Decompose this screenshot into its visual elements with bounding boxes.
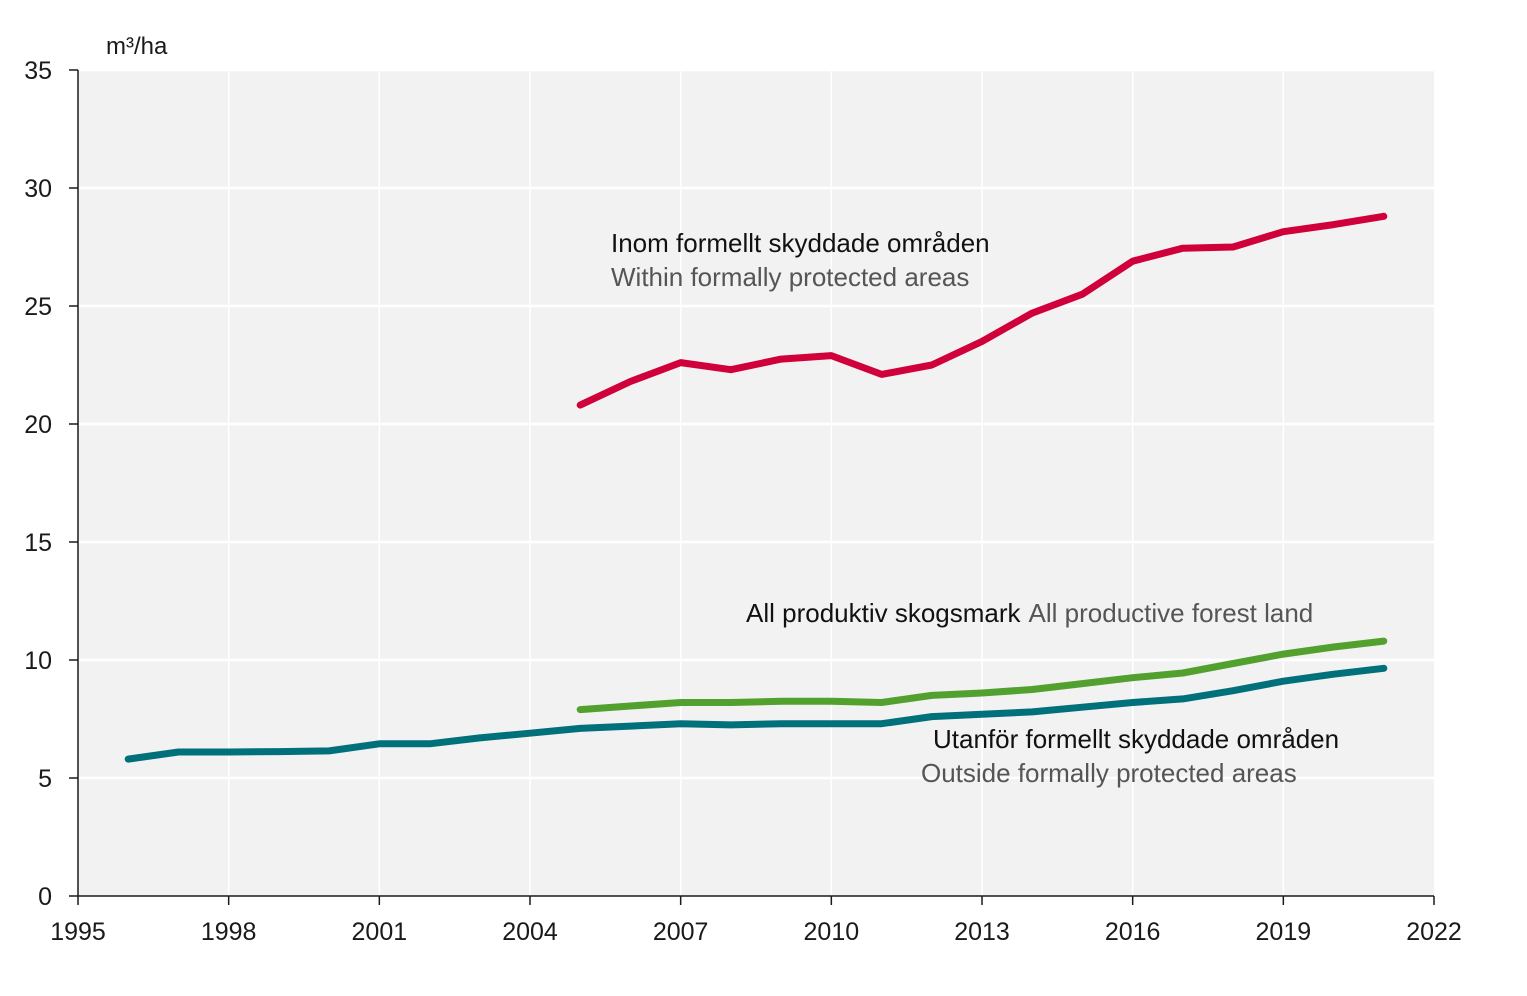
x-tick-label: 1995 bbox=[50, 918, 106, 946]
annotation-all-en: All productive forest land bbox=[1029, 598, 1314, 628]
x-tick-label: 2010 bbox=[804, 918, 860, 946]
y-tick-label: 0 bbox=[38, 883, 52, 911]
y-tick-label: 15 bbox=[24, 529, 52, 557]
x-tick-label: 2016 bbox=[1105, 918, 1161, 946]
plot-background bbox=[78, 70, 1434, 896]
y-tick-label: 5 bbox=[38, 765, 52, 793]
series-line-outside bbox=[124, 664, 1388, 763]
x-tick-label: 2019 bbox=[1256, 918, 1312, 946]
x-axis-ticks: 1995 1998 2001 2004 2007 2010 2013 2016 2019 2022 bbox=[50, 896, 1462, 946]
x-tick-label: 2004 bbox=[502, 918, 558, 946]
annotation-outside-en: Outside formally protected areas bbox=[921, 758, 1297, 788]
x-tick-label: 2022 bbox=[1406, 918, 1462, 946]
y-axis-unit-label: m³/ha bbox=[106, 33, 168, 60]
y-axis-ticks: 0 5 10 15 20 25 30 35 bbox=[24, 57, 78, 911]
annotation-within-sv: Inom formellt skyddade områden bbox=[611, 228, 990, 258]
x-tick-label: 2007 bbox=[653, 918, 709, 946]
annotation-all-sv: All produktiv skogsmark bbox=[746, 598, 1022, 628]
x-tick-label: 1998 bbox=[201, 918, 257, 946]
series-line-all bbox=[576, 637, 1388, 714]
y-tick-label: 35 bbox=[24, 57, 52, 85]
x-tick-label: 2001 bbox=[352, 918, 408, 946]
annotation-outside-sv: Utanför formellt skyddade områden bbox=[933, 724, 1339, 754]
grid-lines bbox=[78, 68, 1434, 896]
annotation-all: All produktiv skogsmark All productive fo… bbox=[746, 598, 1313, 628]
axes bbox=[77, 70, 1434, 897]
x-tick-label: 2013 bbox=[954, 918, 1010, 946]
y-tick-label: 25 bbox=[24, 293, 52, 321]
y-tick-label: 20 bbox=[24, 411, 52, 439]
y-tick-label: 10 bbox=[24, 647, 52, 675]
series-line-within bbox=[576, 212, 1388, 409]
data-series bbox=[124, 212, 1388, 763]
y-tick-label: 30 bbox=[24, 175, 52, 203]
annotation-within-en: Within formally protected areas bbox=[611, 262, 969, 292]
